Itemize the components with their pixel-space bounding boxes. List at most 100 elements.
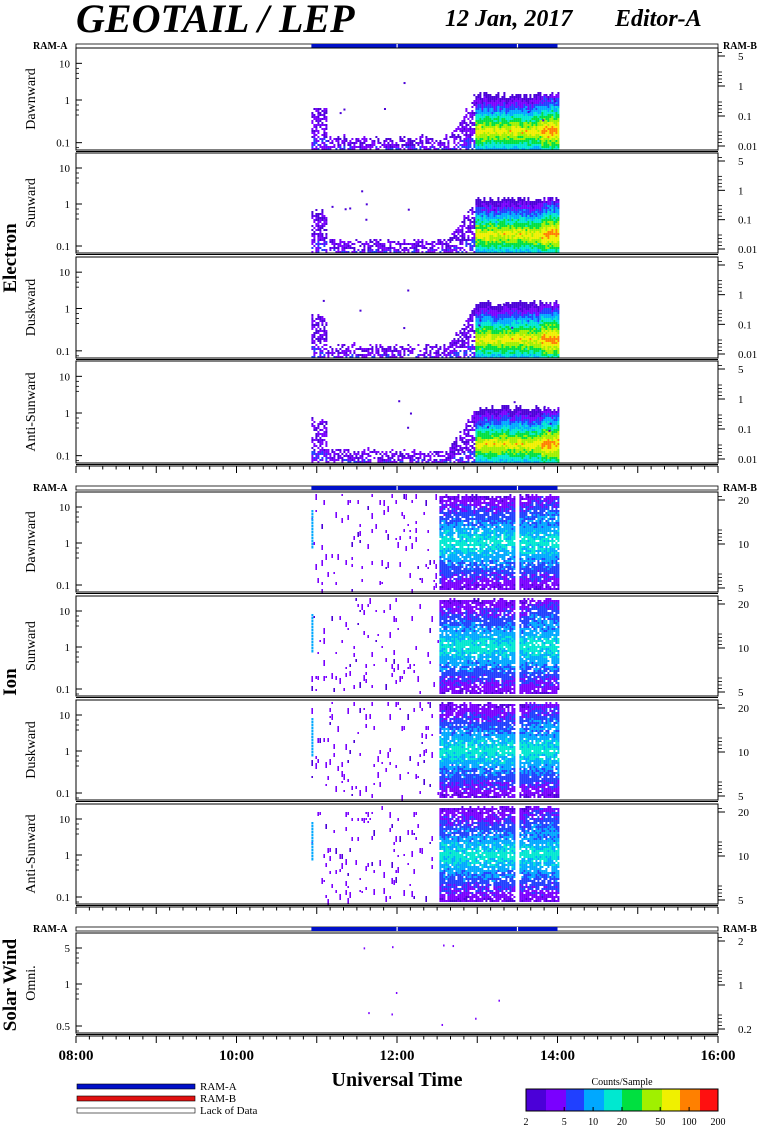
spectrogram-cell bbox=[311, 235, 314, 237]
spectrogram-cell bbox=[541, 344, 544, 346]
spectrogram-cell bbox=[533, 211, 536, 213]
spectrogram-cell bbox=[533, 342, 536, 344]
spectrogram-cell bbox=[505, 227, 508, 229]
spectrogram-cell bbox=[483, 334, 486, 336]
spectrogram-cell bbox=[443, 249, 446, 251]
spectrogram-cell bbox=[519, 221, 522, 223]
spectrogram-cell bbox=[515, 322, 518, 324]
spectrogram-cell bbox=[513, 140, 516, 142]
spectrogram-cell bbox=[471, 209, 474, 211]
spectrogram-cell bbox=[557, 239, 560, 241]
spectrogram-cell bbox=[555, 116, 558, 118]
spectrogram-cell bbox=[513, 322, 516, 324]
spectrogram-cell bbox=[523, 306, 526, 308]
spectrogram-cell bbox=[553, 241, 556, 243]
spectrogram-cell bbox=[531, 215, 534, 217]
spectrogram-cell bbox=[527, 241, 530, 243]
spectrogram-cell bbox=[547, 344, 550, 346]
spectrogram-cell bbox=[375, 249, 378, 251]
spectrogram-cell bbox=[319, 348, 322, 350]
spectrogram-cell bbox=[519, 215, 522, 217]
spectrogram-cell bbox=[425, 346, 428, 348]
spectrogram-cell bbox=[547, 251, 550, 253]
spectrogram-cell bbox=[515, 120, 518, 122]
spectrogram-cell bbox=[535, 104, 538, 106]
spectrogram-cell bbox=[487, 140, 490, 142]
spectrogram-cell bbox=[499, 356, 502, 358]
spectrogram-cell bbox=[497, 122, 500, 124]
spectrogram-cell bbox=[507, 203, 510, 205]
spectrogram-cell bbox=[531, 334, 534, 336]
spectrogram-cell bbox=[487, 112, 490, 114]
spectrogram-cell bbox=[497, 100, 500, 102]
spectrogram-cell bbox=[529, 308, 532, 310]
spectrogram-cell bbox=[369, 348, 372, 350]
spectrogram-cell bbox=[505, 239, 508, 241]
spectrogram-cell bbox=[317, 118, 320, 120]
spectrogram-cell bbox=[541, 140, 544, 142]
spectrogram-cell bbox=[477, 316, 480, 318]
spectrogram-cell bbox=[477, 225, 480, 227]
spectrogram-cell bbox=[325, 219, 328, 221]
spectrogram-cell bbox=[431, 348, 434, 350]
spectrogram-cell bbox=[341, 140, 344, 142]
spectrogram-cell bbox=[481, 340, 484, 342]
spectrogram-cell bbox=[485, 229, 488, 231]
spectrogram-cell bbox=[545, 213, 548, 215]
spectrogram-cell bbox=[521, 237, 524, 239]
spectrogram-cell bbox=[537, 106, 540, 108]
spectrogram-cell bbox=[499, 350, 502, 352]
spectrogram-cell bbox=[319, 247, 322, 249]
spectrogram-cell bbox=[499, 213, 502, 215]
spectrogram-cell bbox=[537, 346, 540, 348]
spectrogram-cell bbox=[555, 304, 558, 306]
spectrogram-cell bbox=[491, 114, 494, 116]
spectrogram-cell bbox=[493, 312, 496, 314]
spectrogram-cell bbox=[377, 241, 380, 243]
spectrogram-cell bbox=[539, 235, 542, 237]
spectrogram-cell bbox=[483, 108, 486, 110]
spectrogram-cell bbox=[549, 302, 552, 304]
spectrogram-cell bbox=[481, 132, 484, 134]
spectrogram-cell bbox=[517, 318, 520, 320]
spectrogram-cell bbox=[557, 199, 560, 201]
spectrogram-cell bbox=[513, 346, 516, 348]
spectrogram-cell bbox=[491, 112, 494, 114]
spectrogram-cell bbox=[521, 340, 524, 342]
spectrogram-cell bbox=[553, 304, 556, 306]
spectrogram-cell bbox=[497, 104, 500, 106]
spectrogram-cell bbox=[521, 114, 524, 116]
spectrogram-cell bbox=[539, 330, 542, 332]
spectrogram-cell bbox=[517, 94, 520, 96]
spectrogram-cell bbox=[513, 348, 516, 350]
spectrogram-cell bbox=[511, 138, 514, 140]
spectrogram-cell bbox=[463, 138, 466, 140]
spectrogram-cell bbox=[531, 116, 534, 118]
spectrogram-cell bbox=[317, 318, 320, 320]
spectrogram-cell bbox=[313, 144, 316, 146]
spectrogram-cell bbox=[553, 122, 556, 124]
spectrogram-cell bbox=[553, 223, 556, 225]
spectrogram-cell bbox=[523, 304, 526, 306]
spectrogram-cell bbox=[519, 207, 522, 209]
spectrogram-cell bbox=[443, 352, 446, 354]
spectrogram-cell bbox=[485, 324, 488, 326]
spectrogram-cell bbox=[539, 201, 542, 203]
spectrogram-cell bbox=[557, 245, 560, 247]
spectrogram-cell bbox=[515, 231, 518, 233]
spectrogram-cell bbox=[477, 138, 480, 140]
spectrogram-cell bbox=[521, 201, 524, 203]
spectrogram-cell bbox=[331, 140, 334, 142]
spectrogram-cell bbox=[517, 114, 520, 116]
spectrogram-cell bbox=[517, 130, 520, 132]
spectrogram-cell bbox=[505, 217, 508, 219]
spectrogram-cell bbox=[527, 338, 530, 340]
spectrogram-cell bbox=[469, 132, 472, 134]
spectrogram-cell bbox=[317, 249, 320, 251]
spectrogram-cell bbox=[393, 348, 396, 350]
spectrogram-cell bbox=[399, 350, 402, 352]
spectrogram-cell bbox=[529, 209, 532, 211]
spectrogram-cell bbox=[491, 247, 494, 249]
spectrogram-cell bbox=[543, 237, 546, 239]
spectrogram-cell bbox=[531, 102, 534, 104]
